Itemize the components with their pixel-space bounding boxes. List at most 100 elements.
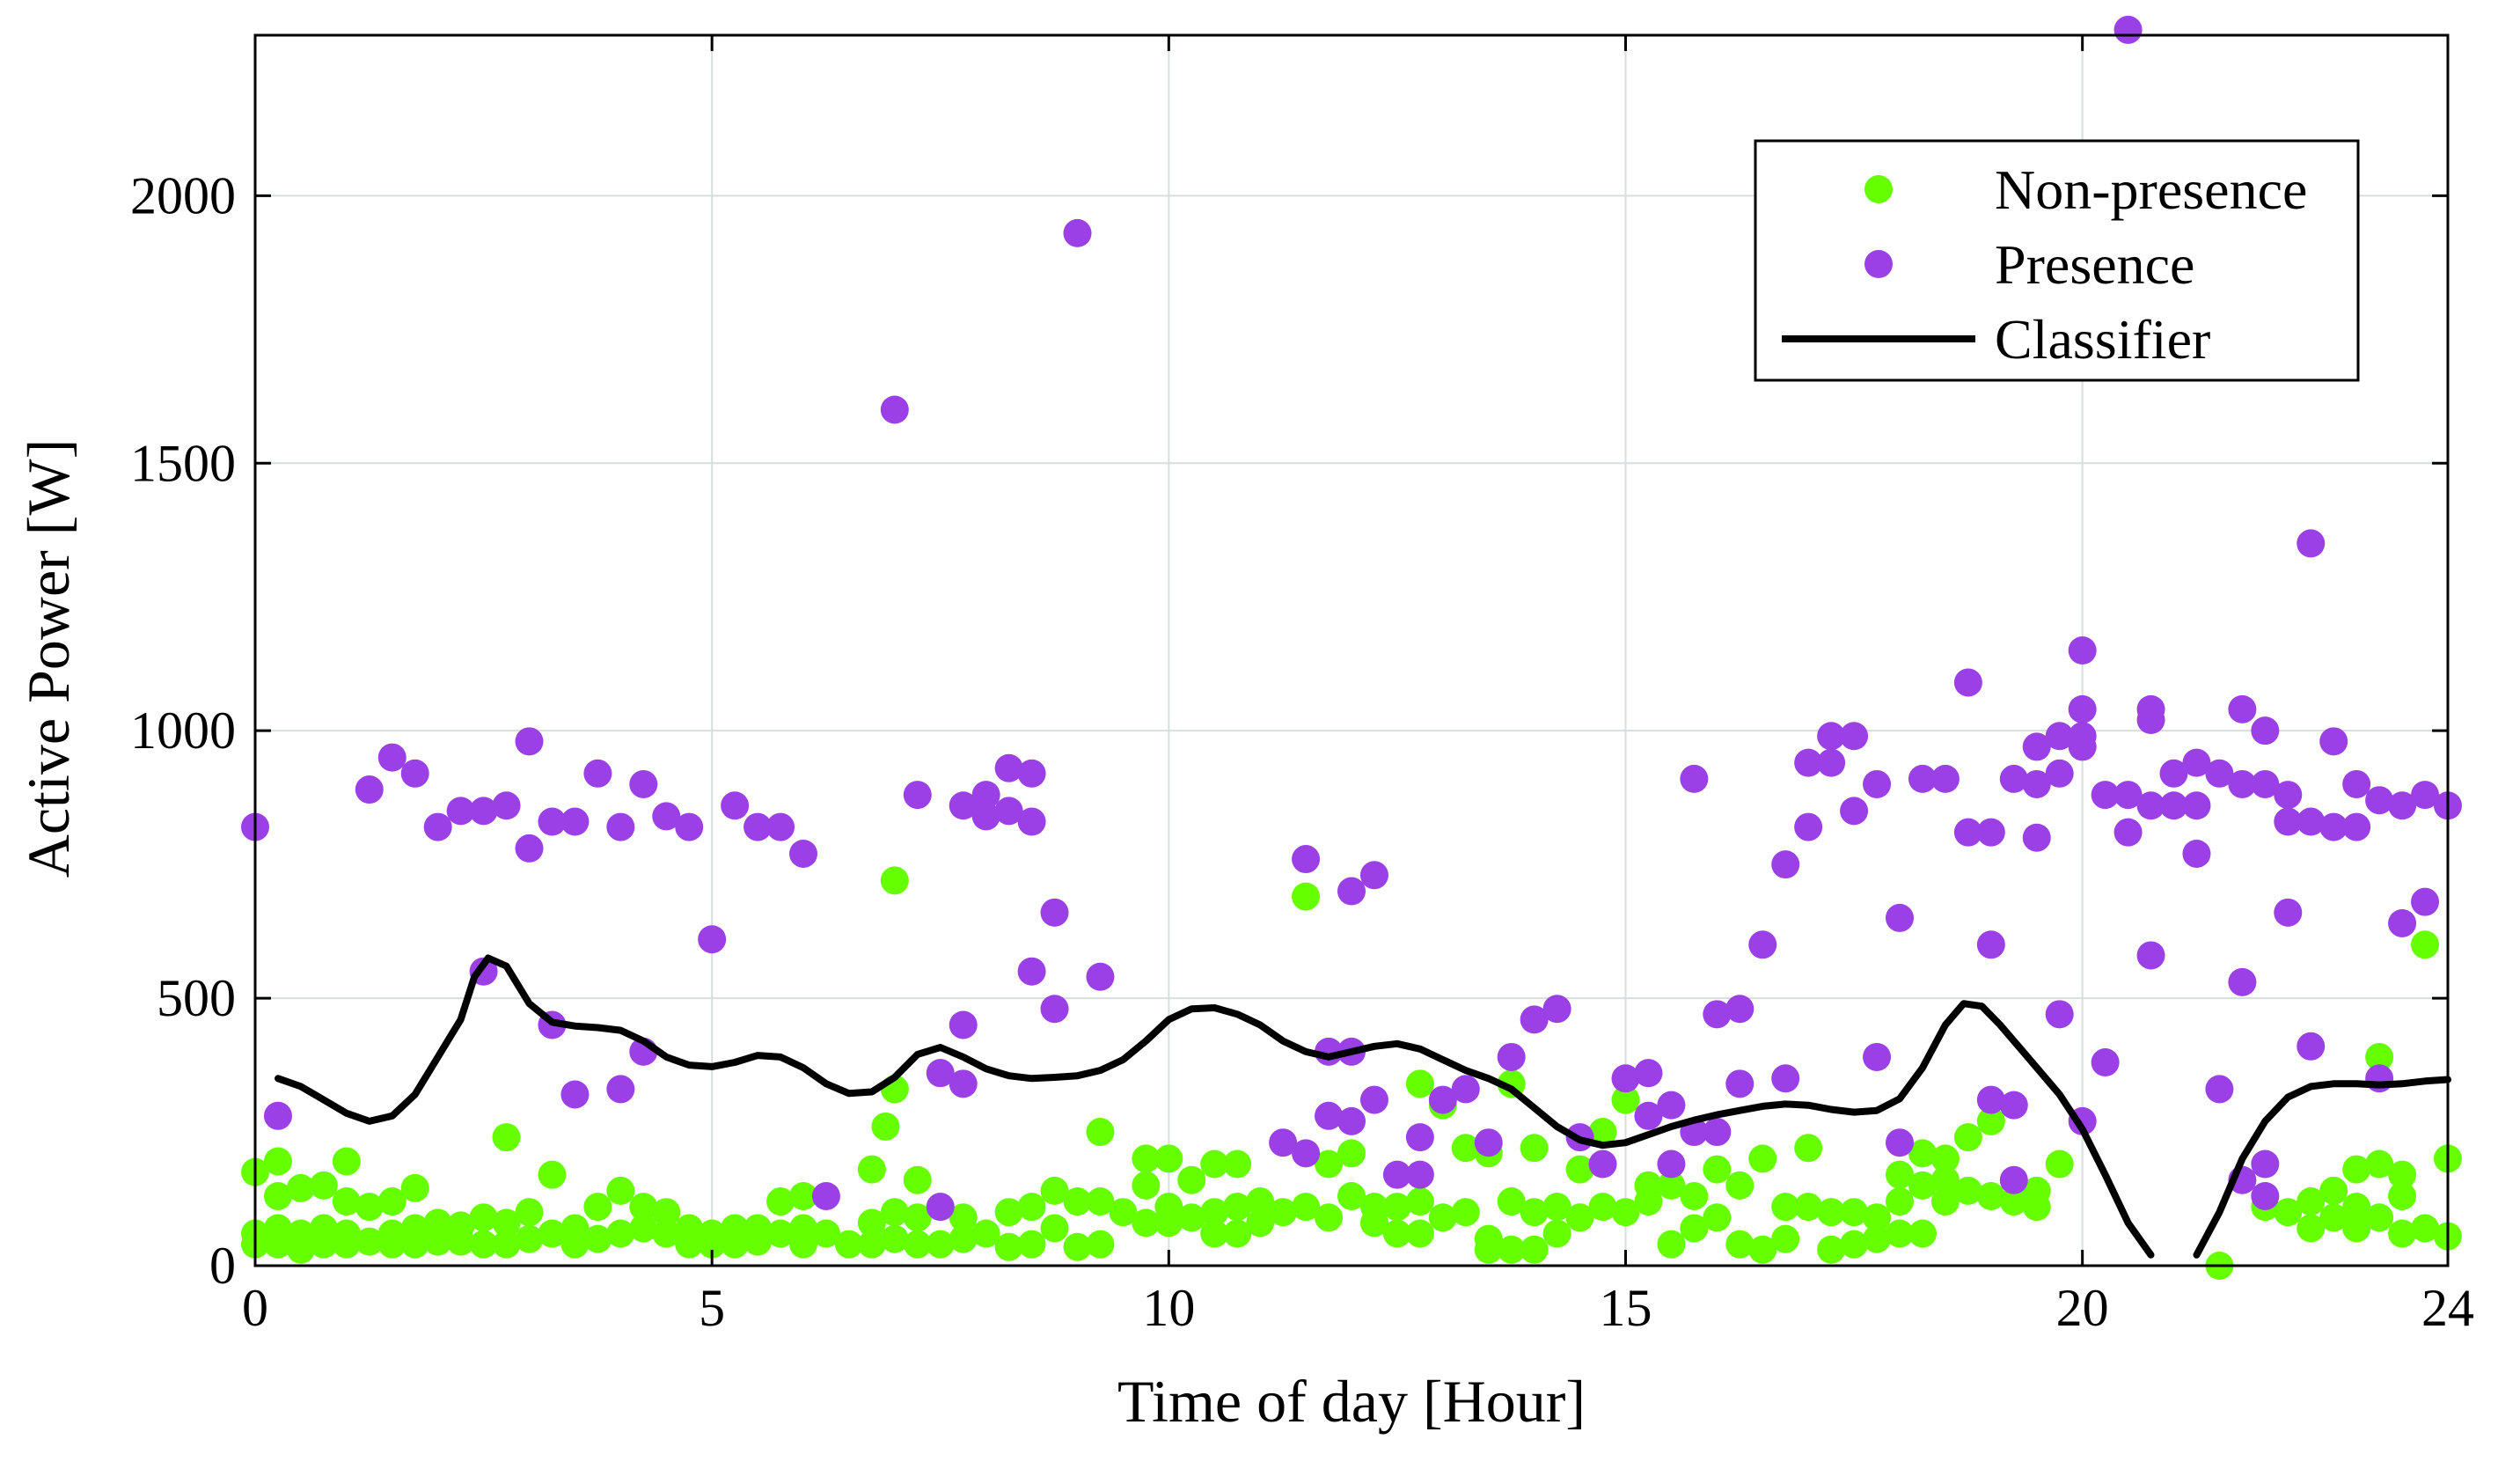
non-presence-point bbox=[1520, 1235, 1549, 1264]
presence-point bbox=[994, 797, 1023, 826]
non-presence-point bbox=[332, 1147, 361, 1176]
non-presence-point bbox=[1497, 1187, 1526, 1216]
presence-point bbox=[2319, 812, 2348, 841]
presence-point bbox=[629, 769, 658, 798]
presence-point bbox=[1337, 1106, 1366, 1135]
non-presence-point bbox=[1292, 1193, 1321, 1222]
presence-point bbox=[1748, 930, 1777, 959]
non-presence-point bbox=[1565, 1155, 1594, 1184]
non-presence-point bbox=[811, 1219, 840, 1248]
non-presence-point bbox=[744, 1227, 773, 1256]
presence-point bbox=[1520, 1005, 1549, 1034]
presence-point bbox=[1703, 1118, 1732, 1147]
non-presence-point bbox=[1200, 1219, 1229, 1248]
presence-point bbox=[1976, 930, 2005, 959]
presence-point bbox=[515, 834, 544, 863]
non-presence-point bbox=[1451, 1134, 1480, 1163]
presence-point bbox=[1976, 1085, 2005, 1114]
presence-point bbox=[971, 802, 1000, 831]
presence-point bbox=[1863, 769, 1892, 798]
non-presence-point bbox=[2342, 1214, 2371, 1243]
presence-point bbox=[1269, 1128, 1298, 1157]
legend-label: Presence bbox=[1995, 233, 2194, 296]
non-presence-point bbox=[1177, 1203, 1206, 1232]
presence-point bbox=[2045, 1000, 2074, 1029]
presence-point bbox=[515, 727, 544, 756]
presence-point bbox=[1292, 845, 1321, 874]
presence-point bbox=[2113, 818, 2143, 847]
non-presence-point bbox=[606, 1219, 635, 1248]
presence-point bbox=[2022, 823, 2051, 852]
presence-point bbox=[2297, 529, 2326, 558]
non-presence-point bbox=[1930, 1165, 1960, 1194]
presence-point bbox=[1794, 812, 1823, 841]
presence-point bbox=[2251, 1149, 2280, 1179]
non-presence-point bbox=[1017, 1230, 1046, 1259]
presence-point bbox=[2136, 706, 2165, 735]
axes-frame bbox=[253, 33, 2450, 1267]
presence-point bbox=[1634, 1101, 1663, 1130]
presence-point bbox=[2388, 908, 2417, 937]
y-tick-label: 0 bbox=[209, 1237, 236, 1295]
non-presence-point bbox=[1611, 1198, 1640, 1227]
non-presence-point bbox=[1246, 1187, 1275, 1216]
presence-point bbox=[1634, 1059, 1663, 1088]
non-presence-point bbox=[1634, 1187, 1663, 1216]
presence-point bbox=[538, 807, 567, 836]
non-presence-point bbox=[538, 1160, 567, 1189]
presence-point bbox=[652, 802, 681, 831]
non-presence-point bbox=[2045, 1149, 2074, 1179]
presence-point bbox=[446, 797, 475, 826]
presence-point bbox=[949, 1010, 978, 1039]
presence-point bbox=[1292, 1139, 1321, 1168]
presence-point bbox=[2136, 941, 2165, 970]
non-presence-point bbox=[1132, 1144, 1161, 1173]
presence-point bbox=[1382, 1160, 1411, 1189]
presence-point bbox=[1017, 807, 1046, 836]
presence-point bbox=[1611, 1064, 1640, 1093]
presence-point bbox=[492, 791, 521, 820]
presence-point bbox=[1451, 1075, 1480, 1104]
non-presence-point bbox=[926, 1230, 955, 1259]
presence-point bbox=[2182, 748, 2211, 777]
non-presence-point bbox=[1794, 1134, 1823, 1163]
non-presence-point bbox=[629, 1214, 658, 1243]
presence-point bbox=[583, 759, 612, 788]
non-presence-point bbox=[652, 1198, 681, 1227]
non-presence-point bbox=[1337, 1181, 1366, 1210]
non-presence-point bbox=[880, 1198, 909, 1227]
presence-point bbox=[400, 759, 429, 788]
presence-point bbox=[2228, 967, 2257, 996]
non-presence-point bbox=[1930, 1187, 1960, 1216]
non-presence-point bbox=[538, 1219, 567, 1248]
presence-point bbox=[2297, 1032, 2326, 1061]
presence-point bbox=[1017, 957, 1046, 986]
non-presence-point bbox=[949, 1203, 978, 1232]
non-presence-point bbox=[309, 1171, 338, 1200]
presence-point bbox=[1359, 861, 1388, 890]
non-presence-point bbox=[2297, 1187, 2326, 1216]
non-presence-point bbox=[1840, 1198, 1869, 1227]
presence-point bbox=[1063, 218, 1092, 247]
non-presence-point bbox=[1908, 1219, 1937, 1248]
non-presence-point bbox=[1040, 1214, 1069, 1243]
presence-point bbox=[2045, 722, 2074, 751]
presence-point bbox=[606, 1075, 635, 1104]
presence-point bbox=[1999, 1091, 2028, 1120]
presence-point bbox=[1725, 995, 1754, 1024]
non-presence-point bbox=[1315, 1203, 1344, 1232]
presence-point bbox=[1405, 1160, 1434, 1189]
presence-point bbox=[2342, 769, 2371, 798]
axes: 0 5 10 15 20 24 0 500 1000 1500 2000 bbox=[130, 33, 2474, 1337]
non-presence-point bbox=[1588, 1193, 1617, 1222]
non-presence-point bbox=[1976, 1181, 2005, 1210]
y-tick-label: 1500 bbox=[130, 434, 236, 492]
non-presence-point bbox=[2388, 1181, 2417, 1210]
non-presence-point bbox=[1886, 1187, 1914, 1216]
presence-point bbox=[926, 1193, 955, 1222]
presence-point bbox=[1886, 903, 1914, 932]
non-presence-point bbox=[1908, 1171, 1937, 1200]
presence-point bbox=[1657, 1091, 1686, 1120]
non-presence-point bbox=[1703, 1203, 1732, 1232]
non-presence-point bbox=[1200, 1149, 1229, 1179]
